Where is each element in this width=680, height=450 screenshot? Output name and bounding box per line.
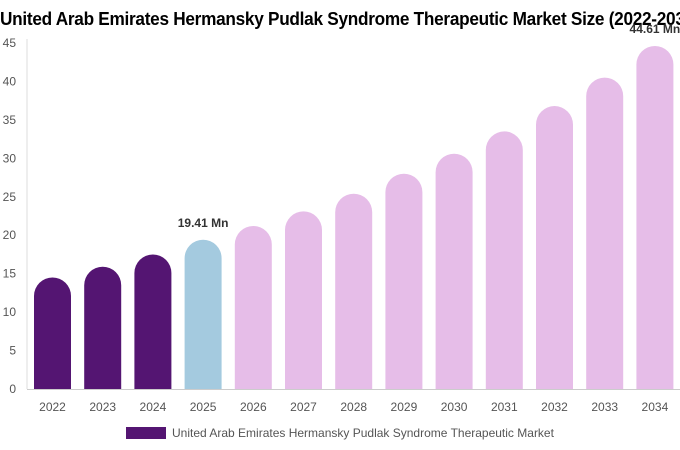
y-tick-label: 15	[3, 267, 17, 281]
x-tick-label: 2028	[340, 400, 367, 414]
y-tick-label: 45	[3, 36, 17, 50]
x-tick-label: 2032	[541, 400, 568, 414]
legend: United Arab Emirates Hermansky Pudlak Sy…	[126, 426, 554, 440]
chart-title: United Arab Emirates Hermansky Pudlak Sy…	[0, 8, 680, 29]
y-tick-label: 35	[3, 113, 17, 127]
legend-swatch	[126, 427, 166, 439]
x-tick-label: 2025	[190, 400, 217, 414]
y-tick-label: 20	[3, 228, 17, 242]
bar-2022	[34, 277, 71, 389]
bar-2027	[285, 211, 322, 389]
x-tick-label: 2030	[441, 400, 468, 414]
bar-2023	[84, 266, 122, 389]
data-labels: 19.41 Mn 44.61 Mn	[178, 22, 680, 230]
bar-2024	[134, 254, 172, 389]
bar-2032	[536, 106, 573, 390]
bar-2033	[586, 77, 624, 389]
x-tick-label: 2023	[89, 400, 116, 414]
x-axis: 2022 2023 2024 2025 2026 2027 2028 2029 2030 2031…	[27, 389, 680, 414]
x-tick-label: 2031	[491, 400, 518, 414]
y-tick-label: 10	[3, 305, 17, 319]
y-tick-label: 0	[9, 382, 16, 396]
x-tick-label: 2024	[140, 400, 167, 414]
x-tick-label: 2033	[591, 400, 618, 414]
bar-2030	[435, 153, 473, 389]
data-label: 19.41 Mn	[178, 216, 229, 230]
bars	[34, 45, 674, 390]
y-tick-label: 40	[3, 74, 17, 88]
bar-2025	[184, 239, 222, 389]
bar-2029	[385, 173, 423, 389]
y-axis: 0 5 10 15 20 25 30 35 40 45	[3, 36, 28, 396]
legend-label: United Arab Emirates Hermansky Pudlak Sy…	[172, 426, 554, 440]
y-tick-label: 5	[9, 344, 16, 358]
bar-2031	[485, 131, 523, 389]
x-tick-label: 2027	[290, 400, 317, 414]
x-tick-label: 2034	[642, 400, 669, 414]
bar-2026	[234, 226, 272, 389]
y-tick-label: 25	[3, 190, 17, 204]
y-tick-label: 30	[3, 151, 17, 165]
data-label: 44.61 Mn	[630, 22, 680, 36]
x-tick-label: 2026	[240, 400, 267, 414]
x-tick-label: 2029	[391, 400, 418, 414]
bar-2034	[636, 45, 674, 390]
x-tick-label: 2022	[39, 400, 66, 414]
bar-2028	[335, 193, 373, 389]
